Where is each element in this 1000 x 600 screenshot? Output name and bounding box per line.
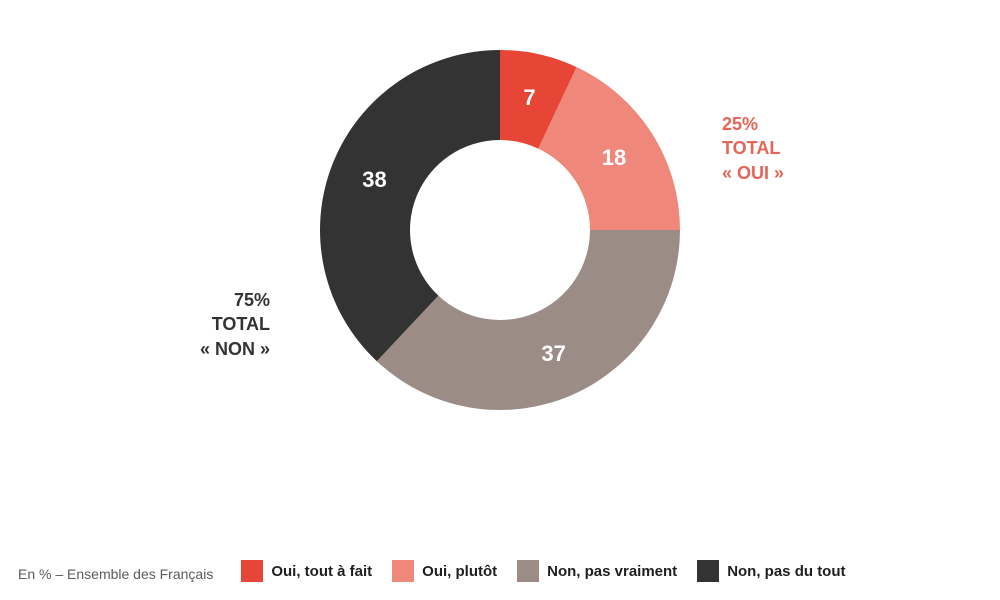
legend-swatch-3	[697, 560, 719, 582]
legend-swatch-1	[392, 560, 414, 582]
summary-non: 75% TOTAL « NON »	[200, 288, 270, 361]
legend-item-3: Non, pas du tout	[697, 560, 845, 582]
donut-slice-non_pasdt	[320, 50, 500, 361]
legend: En % – Ensemble des Français Oui, tout à…	[0, 540, 1000, 600]
summary-oui-line1: TOTAL	[722, 136, 784, 160]
legend-label-0: Oui, tout à fait	[271, 563, 372, 580]
summary-non-line1: TOTAL	[200, 312, 270, 336]
legend-item-2: Non, pas vraiment	[517, 560, 677, 582]
donut-slice-non_pasvr	[377, 230, 680, 410]
legend-swatch-0	[241, 560, 263, 582]
donut-chart	[320, 50, 680, 410]
chart-area: 25% TOTAL « OUI » 75% TOTAL « NON » 7183…	[0, 0, 1000, 540]
summary-non-percent: 75%	[200, 288, 270, 312]
legend-item-1: Oui, plutôt	[392, 560, 497, 582]
legend-label-2: Non, pas vraiment	[547, 563, 677, 580]
legend-item-0: Oui, tout à fait	[241, 560, 372, 582]
summary-oui-line2: « OUI »	[722, 161, 784, 185]
legend-caption: En % – Ensemble des Français	[18, 566, 213, 582]
summary-oui: 25% TOTAL « OUI »	[722, 112, 784, 185]
legend-swatch-2	[517, 560, 539, 582]
summary-oui-percent: 25%	[722, 112, 784, 136]
legend-label-3: Non, pas du tout	[727, 563, 845, 580]
legend-label-1: Oui, plutôt	[422, 563, 497, 580]
summary-non-line2: « NON »	[200, 337, 270, 361]
